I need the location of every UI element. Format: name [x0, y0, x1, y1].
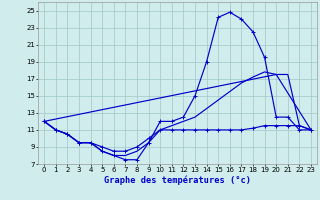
X-axis label: Graphe des températures (°c): Graphe des températures (°c) — [104, 175, 251, 185]
